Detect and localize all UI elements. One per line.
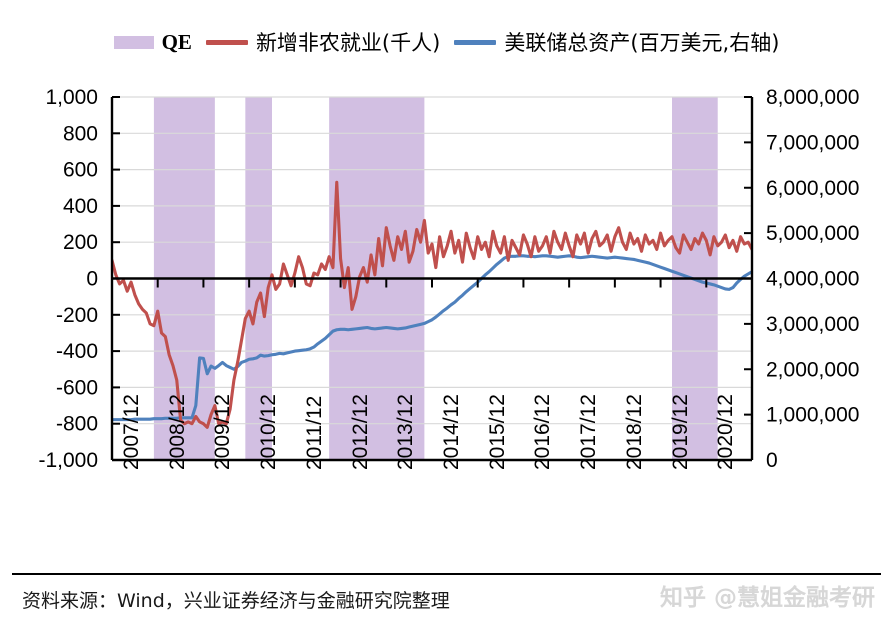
left-axis-label: 800: [63, 122, 98, 145]
right-axis-label: 4,000,000: [766, 268, 859, 291]
x-axis-label: 2009/12: [211, 394, 235, 470]
legend-label-qe: QE: [161, 29, 192, 54]
left-axis-label: 600: [63, 159, 98, 182]
series-line-nonfarm-payrolls: [112, 180, 752, 429]
x-axis-label: 2013/12: [394, 394, 418, 470]
right-axis-label: 1,000,000: [766, 404, 859, 427]
watermark-label: 知乎 @慧姐金融考研: [659, 585, 875, 611]
x-axis-label: 2018/12: [622, 394, 646, 470]
right-axis-tick-labels: 0 1,000,000 2,000,000 3,000,000 4,000,000 5,0…: [766, 86, 859, 472]
x-axis-label: 2014/12: [440, 394, 463, 470]
x-axis-label: 2020/12: [714, 394, 738, 470]
x-axis-label: 2011/12: [302, 395, 326, 470]
x-axis-label: 2017/12: [577, 394, 601, 470]
left-axis-label: -400: [56, 340, 98, 363]
source-note: 资料来源：Wind，兴业证券经济与金融研究院整理: [22, 590, 450, 612]
legend-label-nonfarm-payrolls: 新增非农就业(千人): [255, 31, 441, 55]
axes: [110, 96, 754, 462]
chart-legend: QE 新增非农就业(千人) 美联储总资产(百万美元,右轴): [0, 20, 893, 64]
x-axis-label: 2016/12: [531, 394, 555, 470]
x-axis-label: 2012/12: [348, 394, 372, 470]
left-axis-label: 1,000: [45, 86, 98, 109]
right-axis-label: 0: [766, 449, 778, 472]
chart-plot-area: -1,000 -800 -600 -400 -200 0 200 400 600 800 1,000…: [0, 70, 893, 490]
left-axis-label: -800: [56, 413, 98, 436]
right-axis-label: 2,000,000: [766, 358, 859, 381]
left-axis-tick-labels: -1,000 -800 -600 -400 -200 0 200 400 600 800 1,000: [38, 86, 98, 472]
fed-assets-line-swatch-icon: [454, 39, 497, 45]
chart-canvas: -1,000 -800 -600 -400 -200 0 200 400 600 800 1,000…: [38, 86, 859, 472]
left-axis-label: -200: [56, 304, 98, 327]
legend-item-qe: QE: [113, 29, 192, 55]
left-axis-label: 400: [63, 195, 98, 218]
left-axis-label: 0: [86, 268, 98, 291]
right-axis-label: 6,000,000: [766, 177, 859, 200]
qe-band-swatch-icon: [113, 35, 154, 49]
series-line-fed-balance-sheet: [112, 254, 752, 422]
left-axis-label: -1,000: [38, 449, 98, 472]
right-axis-label: 5,000,000: [766, 222, 859, 245]
legend-label-fed-balance-sheet: 美联储总资产(百万美元,右轴): [504, 31, 780, 55]
left-axis-label: -600: [56, 376, 98, 399]
nonfarm-line-swatch-icon: [205, 39, 248, 45]
right-axis-label: 7,000,000: [766, 131, 859, 154]
x-axis-label: 2015/12: [485, 394, 509, 470]
series-group: [112, 180, 752, 429]
legend-item-nonfarm-payrolls: 新增非农就业(千人): [205, 27, 441, 57]
x-axis-label: 2007/12: [120, 394, 143, 470]
right-axis-label: 8,000,000: [766, 86, 859, 109]
x-axis-label: 2010/12: [257, 394, 281, 470]
footer-divider: [12, 573, 881, 575]
right-axis-label: 3,000,000: [766, 313, 859, 336]
x-axis-label: 2019/12: [668, 394, 692, 470]
left-axis-label: 200: [63, 231, 98, 254]
x-axis-label: 2008/12: [165, 394, 189, 470]
legend-item-fed-balance-sheet: 美联储总资产(百万美元,右轴): [454, 27, 779, 57]
